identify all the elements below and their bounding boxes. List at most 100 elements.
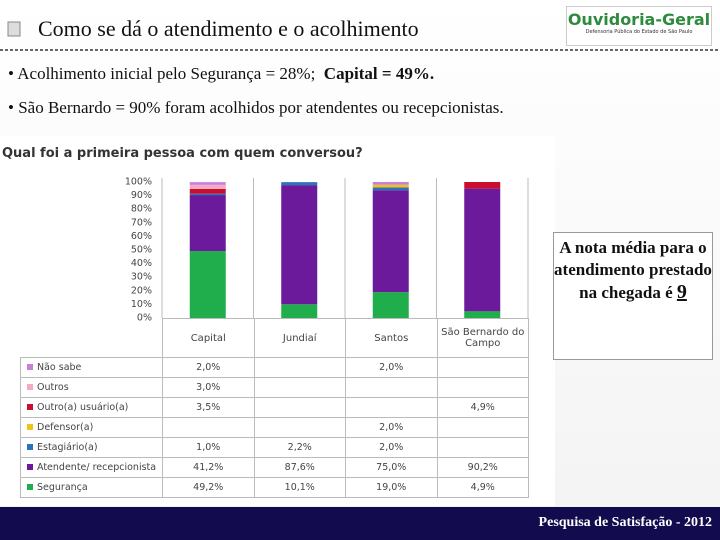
logo-text: Ouvidoria-Geral [567,10,711,29]
bar-segment [281,304,318,318]
legend-swatch [27,364,33,370]
value-label: 2,0% [345,357,438,378]
value-label: 2,0% [162,357,255,378]
legend-label: Atendente/ recepcionista [37,462,157,473]
footer-text: Pesquisa de Satisfação - 2012 [538,515,712,530]
legend-swatch [27,464,33,470]
value-label: 4,9% [436,477,529,498]
value-label [253,417,346,438]
y-tick-label: 100% [125,177,152,188]
legend-label: Outro(a) usuário(a) [37,402,129,413]
legend-cell: Não sabe [20,357,163,378]
value-label [436,437,529,458]
value-label [253,357,346,378]
footer-bar [0,507,720,540]
legend-label: Estagiário(a) [37,442,98,453]
value-label: 2,0% [345,417,438,438]
legend-cell: Atendente/ recepcionista [20,457,163,478]
table-row: Não sabe 2,0% 2,0% [20,357,529,378]
legend-cell: Defensor(a) [20,417,163,438]
y-tick-label: 50% [131,245,152,256]
x-tick-label: Jundiaí [253,318,346,358]
header-row: Capital Jundiaí Santos São Bernardo do Camp… [21,318,529,358]
data-table: Capital Jundiaí Santos São Bernardo do Camp… [20,318,529,498]
legend-swatch [27,404,33,410]
value-label: 41,2% [162,457,255,478]
legend-label: Segurança [37,482,88,493]
table-row: Outros 3,0% [20,377,529,398]
table-row: Segurança 49,2% 10,1% 19,0% 4,9% [20,477,529,498]
y-tick-label: 20% [131,285,152,296]
value-label [436,357,529,378]
value-label: 1,0% [162,437,255,458]
value-label: 2,0% [345,437,438,458]
value-label [436,377,529,398]
value-label: 90,2% [436,457,529,478]
legend-label: Não sabe [37,362,82,373]
y-tick-label: 70% [131,217,152,228]
value-label: 87,6% [253,457,346,478]
value-label [253,397,346,418]
bar-segment [372,187,409,191]
note-value: 9 [676,281,687,303]
legend-swatch [27,424,33,430]
value-label: 3,5% [162,397,255,418]
bar-segment [189,182,226,185]
value-label: 19,0% [345,477,438,498]
logo-subtitle: Defensoria Pública do Estado de São Paul… [585,29,693,35]
legend-swatch [27,384,33,390]
value-label: 3,0% [162,377,255,398]
legend-cell: Segurança [20,477,163,498]
bar-segment [189,251,226,318]
chart: 0% 10% 20% 30% 40% 50% 60% 70% 80% 90% 100% [125,177,529,324]
value-label: 2,2% [253,437,346,458]
bar-segment [189,195,226,252]
x-tick-label: Capital [162,318,255,358]
value-label [253,377,346,398]
bar-segment [189,188,226,194]
y-tick-label: 10% [131,299,152,310]
value-label: 4,9% [436,397,529,418]
note-text: A nota média para o atendimento prestado… [554,238,712,302]
y-tick-label: 40% [131,258,152,269]
value-label: 10,1% [253,477,346,498]
bar-segment [372,184,409,188]
corner-cell [21,319,163,358]
y-tick-label: 30% [131,272,152,283]
x-tick-label: Santos [345,318,438,358]
legend-swatch [27,444,33,450]
y-tick-label: 80% [131,204,152,215]
bar-segment [464,311,501,318]
slide-title: Como se dá o atendimento e o acolhimento [38,16,419,41]
table-row: Outro(a) usuário(a) 3,5% 4,9% [20,397,529,418]
table-row: Defensor(a) 2,0% [20,417,529,438]
value-label [162,417,255,438]
table-row: Atendente/ recepcionista 41,2% 87,6% 75,0% 9… [20,457,529,478]
legend-cell: Outros [20,377,163,398]
note-box: A nota média para o atendimento prestado… [553,232,713,360]
bar-segment [189,184,226,189]
value-label [436,417,529,438]
value-label: 49,2% [162,477,255,498]
y-tick-label: 0% [137,313,152,324]
legend-cell: Estagiário(a) [20,437,163,458]
table-row: Estagiário(a) 1,0% 2,2% 2,0% [20,437,529,458]
bullet: • Acolhimento inicial pelo Segurança = 2… [8,64,434,84]
bullet-highlight: Capital = 49%. [323,64,435,83]
value-label: 75,0% [345,457,438,478]
bar-segment [372,182,409,185]
y-tick-label: 90% [131,190,152,201]
bar-segment [281,185,318,305]
y-tick-label: 60% [131,231,152,242]
bullet: • São Bernardo = 90% foram acolhidos por… [8,98,504,117]
bar-segment [281,182,318,186]
title-icon [7,21,21,37]
value-label [345,397,438,418]
x-tick-label: São Bernardo do Campo [436,318,529,358]
logo: Ouvidoria-Geral Defensoria Pública do Est… [566,6,712,46]
legend-label: Defensor(a) [37,422,94,433]
legend-cell: Outro(a) usuário(a) [20,397,163,418]
legend-label: Outros [37,382,69,393]
